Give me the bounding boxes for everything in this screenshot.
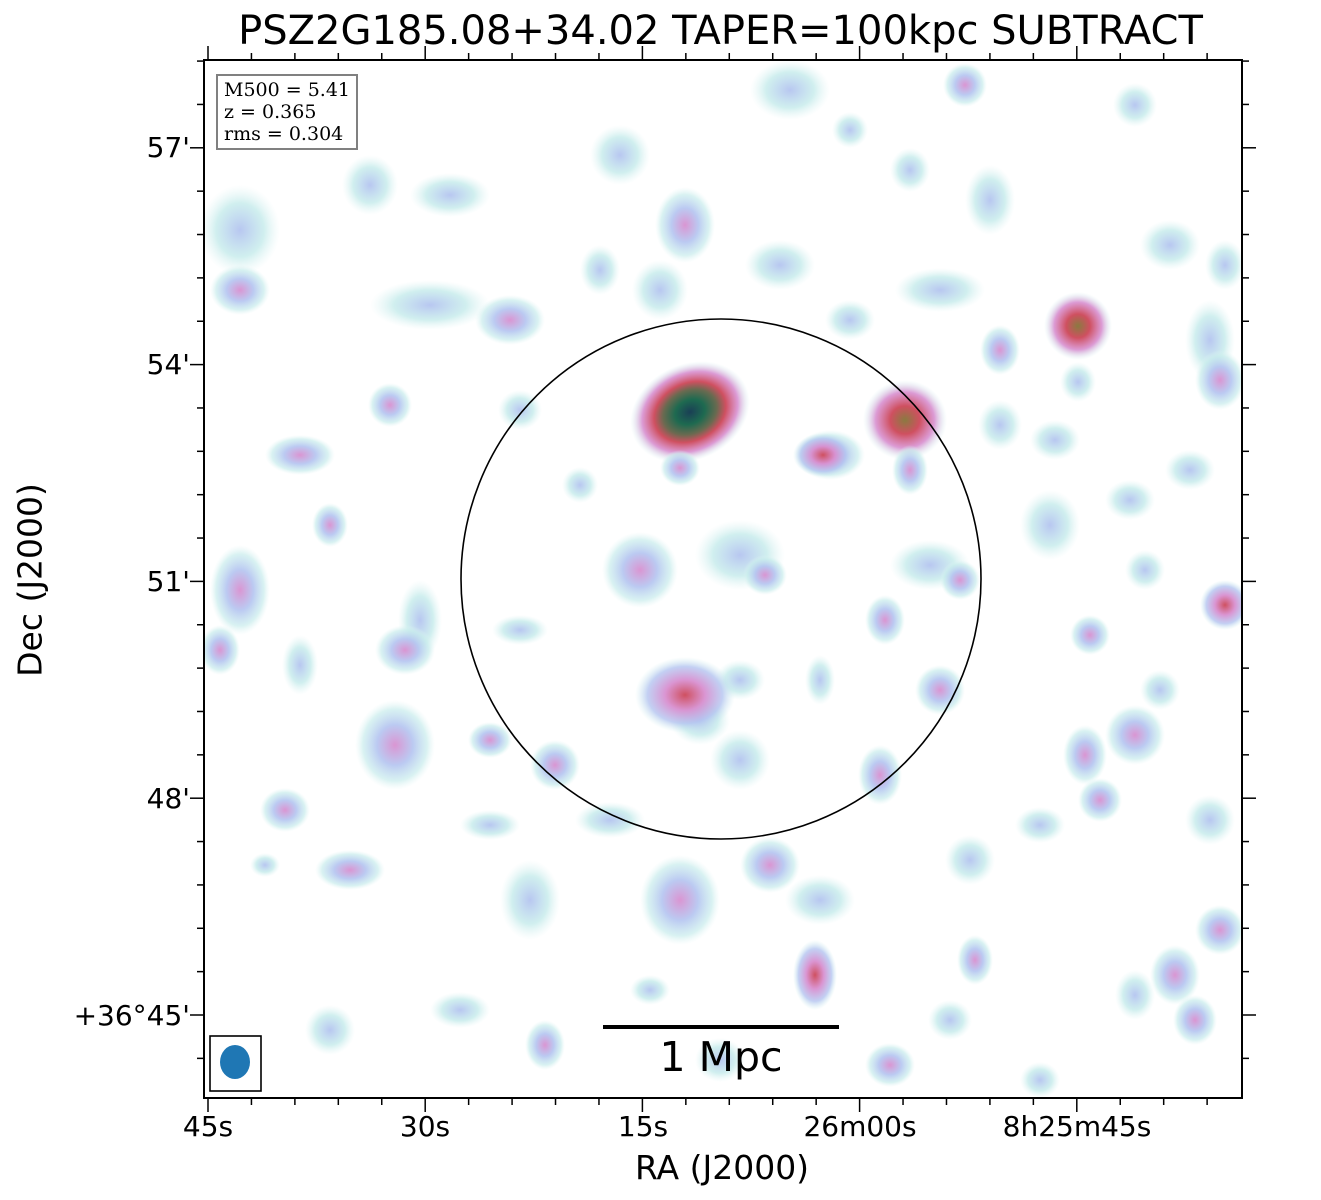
- cluster-region-circle: [460, 318, 982, 840]
- info-m500: M500 = 5.41: [224, 79, 351, 101]
- axis-ticks: [190, 46, 1256, 1112]
- info-rms: rms = 0.304: [224, 123, 344, 145]
- y-tick-label: 54': [146, 348, 190, 381]
- y-tick-label: +36°45': [73, 999, 190, 1032]
- y-tick-label: 57': [146, 131, 190, 164]
- y-tick-label: 51': [146, 565, 190, 598]
- emission-layer: [204, 60, 1242, 1098]
- x-axis-label: RA (J2000): [634, 1148, 810, 1187]
- x-tick-label: 15s: [617, 1110, 669, 1143]
- x-tick-label: 30s: [399, 1110, 451, 1143]
- info-box: M500 = 5.41 z = 0.365 rms = 0.304: [216, 74, 359, 150]
- beam-ellipse: [220, 1045, 250, 1079]
- x-tick-label: 45s: [182, 1110, 234, 1143]
- x-tick-label: 8h25m45s: [1002, 1110, 1152, 1143]
- info-z: z = 0.365: [224, 101, 317, 123]
- y-tick-label: 48': [146, 782, 190, 815]
- x-tick-label: 26m00s: [803, 1110, 917, 1143]
- plot-frame: [203, 59, 1243, 1099]
- image-title: PSZ2G185.08+34.02 TAPER=100kpc SUBTRACT: [238, 8, 1203, 54]
- scalebar-label: 1 Mpc: [659, 1033, 783, 1081]
